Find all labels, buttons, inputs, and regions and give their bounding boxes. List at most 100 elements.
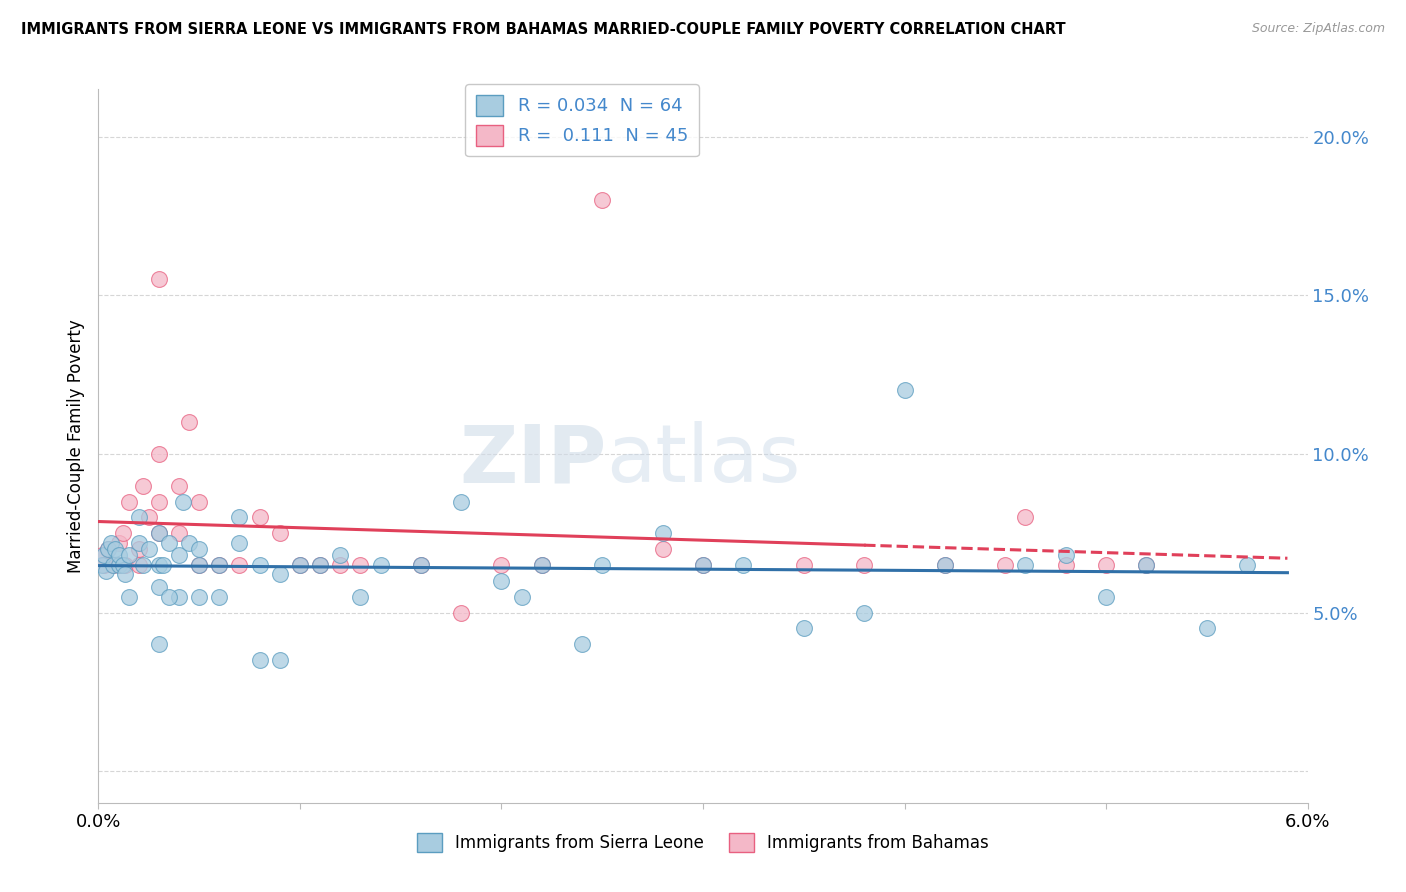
Point (249, 510, 271, 524)
Point (114, 558, 136, 572)
Point (172, 494, 194, 508)
Point (103, 542, 125, 557)
Point (91, 558, 114, 572)
Point (1054, 558, 1077, 572)
Text: IMMIGRANTS FROM SIERRA LEONE VS IMMIGRANTS FROM BAHAMAS MARRIED-COUPLE FAMILY PO: IMMIGRANTS FROM SIERRA LEONE VS IMMIGRAN… (21, 22, 1066, 37)
Point (97, 542, 120, 557)
Point (651, 542, 673, 557)
Point (893, 384, 915, 398)
Point (208, 558, 231, 572)
Point (128, 558, 150, 572)
Point (793, 621, 815, 635)
Point (148, 558, 170, 572)
Point (100, 535, 122, 549)
Point (107, 535, 129, 549)
Point (409, 558, 432, 572)
Point (491, 558, 513, 572)
Point (994, 558, 1017, 572)
Point (288, 558, 311, 572)
Text: atlas: atlas (606, 421, 800, 500)
Point (530, 558, 553, 572)
Point (288, 558, 311, 572)
Point (111, 558, 134, 572)
Point (329, 549, 352, 563)
Point (591, 558, 613, 572)
Point (148, 637, 170, 651)
Point (148, 447, 170, 461)
Point (107, 549, 129, 563)
Point (138, 542, 160, 557)
Point (934, 558, 956, 572)
Point (118, 494, 141, 508)
Point (167, 590, 190, 604)
Point (1135, 558, 1157, 572)
Point (152, 558, 174, 572)
Point (269, 567, 291, 582)
Point (179, 415, 201, 429)
Text: Source: ZipAtlas.com: Source: ZipAtlas.com (1251, 22, 1385, 36)
Point (409, 558, 432, 572)
Y-axis label: Married-Couple Family Poverty: Married-Couple Family Poverty (66, 319, 84, 573)
Point (188, 494, 211, 508)
Point (101, 558, 124, 572)
Point (853, 606, 876, 620)
Point (148, 526, 170, 541)
Point (148, 272, 170, 286)
Point (309, 558, 332, 572)
Point (651, 526, 673, 541)
Point (148, 494, 170, 508)
Point (1135, 558, 1157, 572)
Point (491, 574, 513, 588)
Point (91, 549, 114, 563)
Point (93, 549, 115, 563)
Point (349, 558, 371, 572)
Point (934, 558, 956, 572)
Point (148, 526, 170, 541)
Point (132, 558, 155, 572)
Point (591, 193, 613, 207)
Point (1236, 558, 1258, 572)
Point (228, 535, 250, 549)
Point (208, 558, 231, 572)
Point (349, 590, 371, 604)
Point (1014, 510, 1036, 524)
Point (128, 510, 150, 524)
Point (450, 606, 472, 620)
Point (1014, 558, 1036, 572)
Point (111, 526, 134, 541)
Point (370, 558, 392, 572)
Point (853, 558, 876, 572)
Point (1195, 621, 1218, 635)
Point (249, 653, 271, 667)
Point (128, 535, 150, 549)
Point (138, 510, 160, 524)
Text: ZIP: ZIP (458, 421, 606, 500)
Point (93, 558, 115, 572)
Point (228, 558, 250, 572)
Point (118, 590, 141, 604)
Point (450, 494, 472, 508)
Point (269, 526, 291, 541)
Point (114, 567, 136, 582)
Point (179, 535, 201, 549)
Point (249, 558, 271, 572)
Point (128, 542, 150, 557)
Point (132, 478, 155, 492)
Point (571, 637, 593, 651)
Point (188, 558, 211, 572)
Point (1054, 549, 1077, 563)
Point (269, 653, 291, 667)
Point (309, 558, 332, 572)
Point (692, 558, 714, 572)
Point (107, 558, 129, 572)
Point (510, 590, 533, 604)
Point (188, 590, 211, 604)
Point (188, 558, 211, 572)
Point (167, 549, 190, 563)
Point (157, 535, 180, 549)
Legend: Immigrants from Sierra Leone, Immigrants from Bahamas: Immigrants from Sierra Leone, Immigrants… (411, 826, 995, 859)
Point (157, 590, 180, 604)
Point (167, 526, 190, 541)
Point (692, 558, 714, 572)
Point (107, 558, 129, 572)
